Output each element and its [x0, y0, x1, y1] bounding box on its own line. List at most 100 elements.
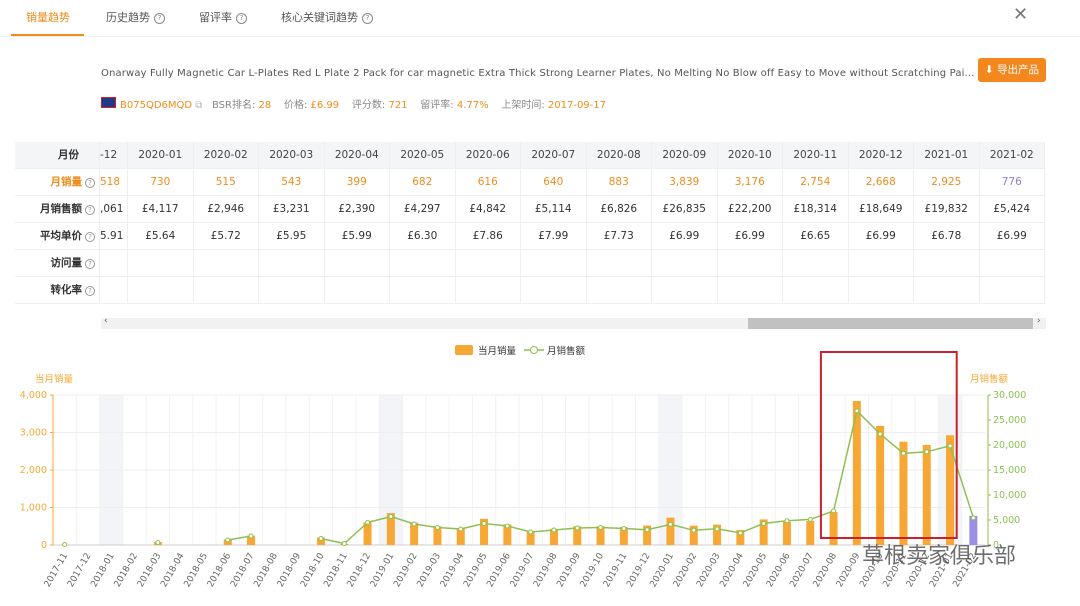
- data-table: 月份 -12 2020-01 2020-02 2020-03 2020-04 2020-05…: [15, 142, 1046, 306]
- bar: [410, 522, 419, 545]
- line-point: [737, 530, 743, 536]
- empty-cell: [848, 250, 914, 277]
- empty-cell: [914, 277, 980, 304]
- column-header: 2020-07: [521, 142, 587, 169]
- table-cell: £5.72: [193, 223, 259, 250]
- table-cell: £7.99: [521, 223, 587, 250]
- y2-tick-label: 10,000: [993, 490, 1026, 501]
- product-title: Onarway Fully Magnetic Car L-Plates Red …: [101, 68, 975, 79]
- close-button[interactable]: ✕: [1013, 4, 1029, 25]
- legend-label: 当月销量: [478, 345, 517, 357]
- tab[interactable]: 留评率?: [199, 9, 247, 25]
- y2-tick-label: 25,000: [993, 415, 1026, 426]
- y2-tick-label: 0: [993, 540, 999, 551]
- bar: [480, 518, 489, 545]
- uk-flag: [101, 97, 116, 108]
- export-button[interactable]: ⬇ 导出产品: [978, 58, 1046, 82]
- row-label: 转化率?: [15, 277, 100, 304]
- bar: [969, 515, 978, 545]
- bar: [456, 528, 465, 545]
- table-cell: £4,117: [128, 196, 194, 223]
- empty-cell: [783, 250, 849, 277]
- column-header: 2020-04: [324, 142, 390, 169]
- empty-cell: [100, 250, 128, 277]
- table-cell: £18,649: [848, 196, 914, 223]
- info-value: 2017-09-17: [547, 100, 607, 111]
- table-cell: 5.91: [100, 223, 128, 250]
- bar: [526, 531, 535, 545]
- line-point: [411, 521, 417, 527]
- info-label: 上架时间:: [501, 100, 545, 111]
- column-header: 2020-03: [259, 142, 325, 169]
- empty-cell: [652, 277, 718, 304]
- scrollbar-thumb[interactable]: [748, 318, 1033, 329]
- legend-swatch: [455, 345, 473, 355]
- bar: [852, 401, 861, 545]
- line-point: [248, 533, 254, 539]
- line-point: [551, 527, 557, 533]
- asin[interactable]: B075QD6MQD: [120, 100, 193, 111]
- table-cell: £5.99: [324, 223, 390, 250]
- bar: [549, 528, 558, 545]
- line-point: [574, 525, 580, 531]
- help-icon: ?: [154, 13, 165, 24]
- table-cell: £7.86: [455, 223, 521, 250]
- bar: [386, 513, 395, 545]
- empty-cell: [586, 277, 652, 304]
- empty-cell: [193, 277, 259, 304]
- y-tick-label: 3,000: [20, 428, 47, 439]
- table-cell: 2,668: [848, 169, 914, 196]
- bar: [759, 519, 768, 545]
- table-cell: 2,754: [783, 169, 849, 196]
- line-point: [388, 514, 394, 519]
- table-cell: £5.64: [128, 223, 194, 250]
- table-cell: £22,200: [717, 196, 783, 223]
- table-cell: £2,390: [324, 196, 390, 223]
- tab-label: 核心关键词趋势: [281, 11, 358, 24]
- tab[interactable]: 销量趋势: [26, 11, 70, 24]
- link-icon: ⧉: [195, 100, 203, 111]
- scroll-left[interactable]: ‹: [104, 316, 108, 326]
- row-label: 平均单价?: [15, 223, 100, 250]
- table-cell: 515: [193, 169, 259, 196]
- table-cell: 3,839: [652, 169, 718, 196]
- table-cell: 682: [390, 169, 456, 196]
- line-point: [598, 525, 604, 530]
- line-point: [341, 541, 347, 546]
- table-cell: 883: [586, 169, 652, 196]
- empty-cell: [100, 277, 128, 304]
- line-point: [667, 521, 673, 527]
- table-cell: £6.99: [848, 223, 914, 250]
- column-header: 2021-01: [914, 142, 980, 169]
- column-header: 2020-08: [586, 142, 652, 169]
- tab[interactable]: 核心关键词趋势?: [281, 9, 373, 25]
- bar: [876, 425, 885, 545]
- y-tick-label: 0: [41, 540, 47, 551]
- table-cell: £7.73: [586, 223, 652, 250]
- line-point: [761, 521, 767, 527]
- table-cell: £26,835: [652, 196, 718, 223]
- info-label: BSR排名:: [211, 100, 256, 111]
- tab-underline: [11, 34, 84, 36]
- bar: [596, 526, 605, 545]
- scroll-right[interactable]: ›: [1037, 316, 1041, 326]
- tab[interactable]: 历史趋势?: [106, 9, 165, 25]
- bar: [619, 527, 628, 545]
- empty-cell: [128, 277, 194, 304]
- table-cell: £6.99: [979, 223, 1045, 250]
- bar: [899, 441, 908, 545]
- product-info: B075QD6MQD ⧉ BSR排名: 28 价格: £6.99 评分数: 72…: [120, 96, 606, 111]
- table-cell: £5,114: [521, 196, 587, 223]
- bar: [363, 522, 372, 545]
- legend-label: 月销售额: [547, 345, 586, 357]
- y2-axis-label: 月销售额: [970, 373, 1009, 385]
- table-cell: 399: [324, 169, 390, 196]
- line-point: [784, 518, 790, 524]
- row-label-text: 平均单价: [40, 230, 82, 242]
- info-label: 价格:: [283, 100, 308, 111]
- table-cell: £6,826: [586, 196, 652, 223]
- sales-line: [227, 409, 975, 545]
- scrollbar-track[interactable]: [101, 318, 1046, 329]
- table-cell: 776: [979, 169, 1045, 196]
